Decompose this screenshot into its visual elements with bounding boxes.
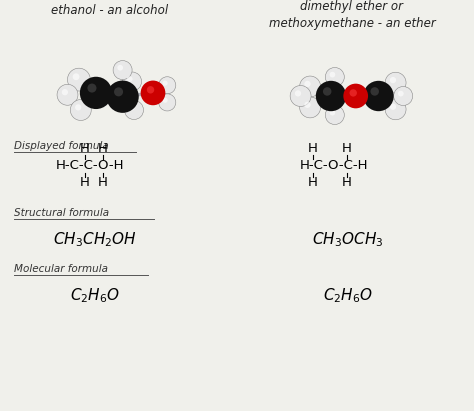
Circle shape bbox=[125, 101, 144, 120]
Circle shape bbox=[300, 97, 320, 118]
Circle shape bbox=[70, 99, 91, 120]
Text: Structural formula: Structural formula bbox=[14, 208, 109, 218]
Circle shape bbox=[73, 73, 80, 80]
Circle shape bbox=[129, 105, 135, 111]
Circle shape bbox=[295, 90, 301, 97]
Text: Molecular formula: Molecular formula bbox=[14, 264, 108, 274]
Circle shape bbox=[371, 87, 379, 96]
Circle shape bbox=[67, 68, 91, 91]
Circle shape bbox=[394, 86, 413, 106]
Text: H: H bbox=[308, 176, 318, 189]
Circle shape bbox=[300, 76, 320, 97]
Circle shape bbox=[316, 81, 346, 111]
Text: H-C-C-O-H: H-C-C-O-H bbox=[56, 159, 125, 173]
Circle shape bbox=[304, 81, 310, 87]
Circle shape bbox=[343, 84, 368, 109]
Text: H: H bbox=[98, 143, 108, 155]
Text: H: H bbox=[80, 176, 90, 189]
Text: Displayed formula: Displayed formula bbox=[14, 141, 109, 151]
Circle shape bbox=[349, 89, 357, 97]
Text: $\mathit{CH_3CH_2OH}$: $\mathit{CH_3CH_2OH}$ bbox=[53, 230, 137, 249]
Text: H: H bbox=[80, 143, 90, 155]
Text: H: H bbox=[342, 176, 352, 189]
Circle shape bbox=[363, 81, 394, 111]
Circle shape bbox=[385, 72, 406, 93]
Text: H: H bbox=[342, 143, 352, 155]
Circle shape bbox=[87, 83, 97, 92]
Circle shape bbox=[325, 67, 344, 86]
Circle shape bbox=[163, 81, 168, 86]
Text: H-C-O-C-H: H-C-O-C-H bbox=[300, 159, 368, 173]
Text: $\mathit{CH_3OCH_3}$: $\mathit{CH_3OCH_3}$ bbox=[312, 230, 383, 249]
Circle shape bbox=[325, 106, 344, 125]
Text: H: H bbox=[98, 176, 108, 189]
Circle shape bbox=[390, 104, 396, 110]
Circle shape bbox=[75, 104, 82, 111]
Circle shape bbox=[329, 72, 335, 78]
Circle shape bbox=[80, 77, 112, 109]
Circle shape bbox=[113, 60, 132, 80]
Circle shape bbox=[163, 98, 168, 103]
Circle shape bbox=[57, 84, 78, 105]
Text: $\mathit{C_2H_6O}$: $\mathit{C_2H_6O}$ bbox=[323, 286, 373, 305]
Circle shape bbox=[159, 77, 176, 94]
Circle shape bbox=[107, 81, 139, 113]
Circle shape bbox=[127, 76, 133, 82]
Circle shape bbox=[290, 85, 311, 106]
Circle shape bbox=[114, 87, 123, 96]
Circle shape bbox=[304, 102, 310, 108]
Text: $\mathit{C_2H_6O}$: $\mathit{C_2H_6O}$ bbox=[70, 286, 120, 305]
Text: ethanol - an alcohol: ethanol - an alcohol bbox=[52, 4, 169, 17]
Circle shape bbox=[118, 65, 123, 71]
Text: dimethyl ether or
methoxymethane - an ether: dimethyl ether or methoxymethane - an et… bbox=[269, 0, 436, 30]
Text: H: H bbox=[308, 143, 318, 155]
Circle shape bbox=[159, 94, 176, 111]
Circle shape bbox=[398, 91, 404, 97]
Circle shape bbox=[147, 86, 154, 94]
Circle shape bbox=[141, 81, 165, 105]
Circle shape bbox=[385, 99, 406, 120]
Circle shape bbox=[123, 72, 142, 91]
Circle shape bbox=[329, 110, 335, 115]
Circle shape bbox=[323, 87, 331, 96]
Circle shape bbox=[390, 77, 396, 83]
Circle shape bbox=[62, 89, 68, 95]
